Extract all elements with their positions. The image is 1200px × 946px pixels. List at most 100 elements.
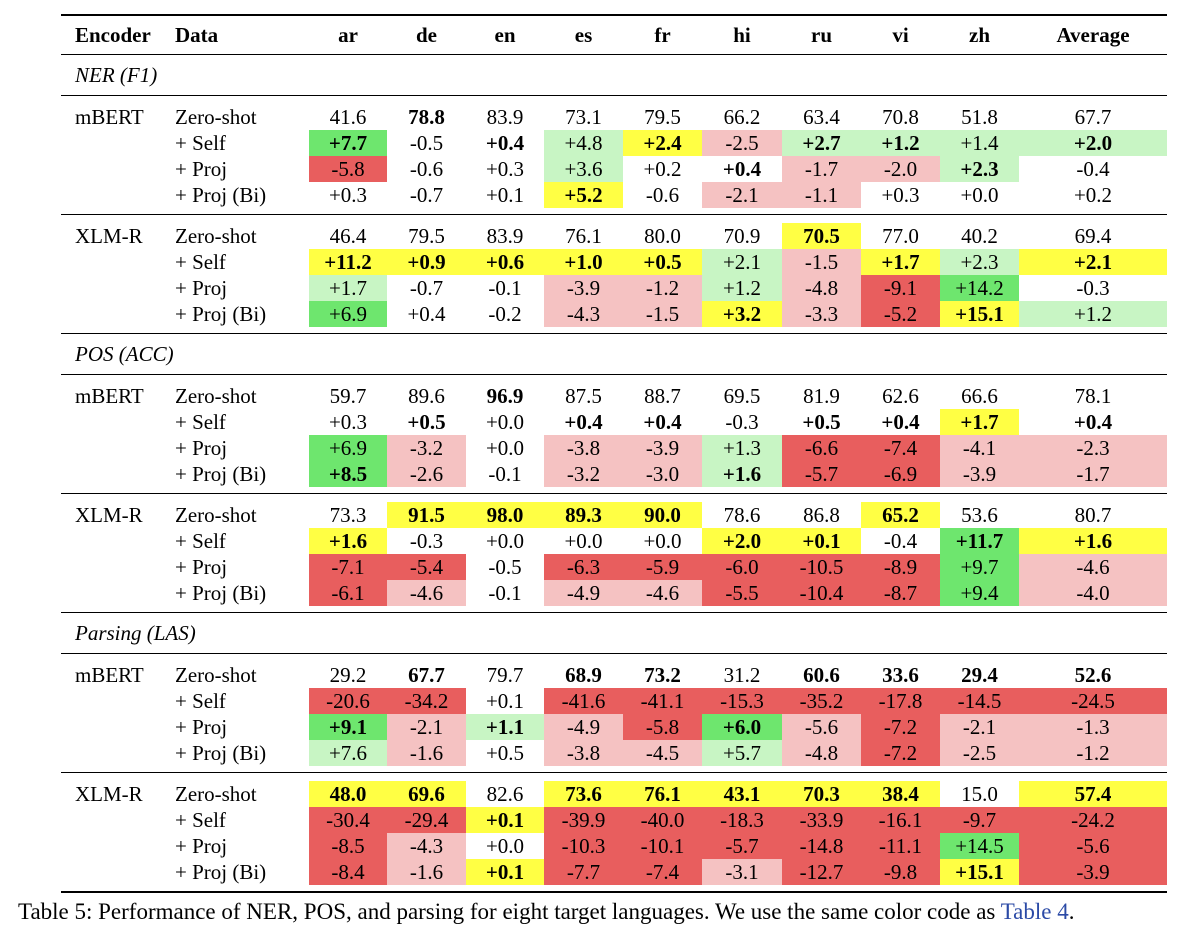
value-cell-en: 96.9 [486, 384, 524, 408]
value-cell-average: -24.2 [1019, 807, 1167, 833]
value-cell-en: +0.1 [466, 807, 544, 833]
value-cell-hi: +3.2 [702, 301, 782, 327]
table-row: + Proj (Bi) +7.6 -1.6 +0.5 -3.8 -4.5 +5.7 -4.8-… [61, 740, 1167, 766]
data-cell: Zero-shot [175, 663, 257, 687]
value-cell-vi: -11.1 [861, 833, 940, 859]
value-cell-ru: -10.5 [782, 554, 861, 580]
value-cell-en: +0.0 [485, 436, 525, 460]
value-cell-ru: -10.4 [782, 580, 861, 606]
table-4-link[interactable]: Table 4 [1000, 899, 1069, 924]
col-header-en: en [466, 14, 544, 55]
value-cell-fr: +0.5 [623, 249, 702, 275]
spacer-cell [61, 487, 1167, 494]
value-cell-hi: +6.0 [702, 714, 782, 740]
value-cell-vi: 33.6 [882, 663, 919, 687]
value-cell-ru: -6.6 [782, 435, 861, 461]
value-cell-ar: -8.4 [309, 859, 387, 885]
encoder-cell [61, 528, 175, 554]
value-cell-fr: -3.9 [623, 435, 702, 461]
value-cell-hi: +0.4 [722, 157, 762, 181]
value-cell-vi: -0.4 [883, 529, 918, 553]
group-spacer [61, 375, 1167, 384]
table-row: + Proj -7.1 -5.4 -0.5 -6.3 -5.9 -6.0 -10.5 -8.9 +… [61, 554, 1167, 580]
value-cell-hi: 31.2 [723, 663, 761, 687]
value-cell-ar: 59.7 [329, 384, 367, 408]
value-cell-hi: +2.0 [702, 528, 782, 554]
encoder-cell: mBERT [75, 663, 144, 687]
section-header-row: POS (ACC) [61, 333, 1167, 375]
value-cell-ru: -4.8 [782, 740, 861, 766]
value-cell-hi: -15.3 [702, 688, 782, 714]
group-end-rule [61, 208, 1167, 215]
value-cell-average: +1.2 [1019, 301, 1167, 327]
encoder-cell [61, 461, 175, 487]
group-end-rule [61, 885, 1167, 893]
value-cell-ar: -8.5 [309, 833, 387, 859]
header-row: Encoder Data ar de en es fr hi ru vi zh … [61, 14, 1167, 55]
value-cell-hi: +1.6 [702, 461, 782, 487]
table-row: + Proj +6.9 -3.2 +0.0 -3.8 -3.9 +1.3 -6.6 -7.4 -4… [61, 435, 1167, 461]
col-header-zh: zh [940, 14, 1019, 55]
value-cell-fr: 73.2 [644, 663, 681, 687]
value-cell-fr: -4.6 [623, 580, 702, 606]
value-cell-de: -34.2 [387, 688, 466, 714]
value-cell-ar: +7.6 [309, 740, 387, 766]
group-end-rule [61, 766, 1167, 773]
value-cell-es: 68.9 [565, 663, 602, 687]
value-cell-hi: -5.5 [702, 580, 782, 606]
value-cell-ru: -5.6 [782, 714, 861, 740]
table-row: + Self +0.3 +0.5 +0.0 +0.4 +0.4 -0.3 +0.5 +0.4 +1… [61, 409, 1167, 435]
value-cell-fr: -3.0 [623, 461, 702, 487]
section-title: POS (ACC) [61, 333, 1167, 375]
encoder-cell [61, 275, 175, 301]
table-row: + Proj +1.7 -0.7 -0.1 -3.9 -1.2 +1.2 -4.8 -9.1 +1… [61, 275, 1167, 301]
value-cell-vi: 62.6 [882, 384, 919, 408]
value-cell-fr: -41.1 [623, 688, 702, 714]
table-row: XLM-R Zero-shot 48.0 69.6 82.6 73.6 76.1 43.1 70… [61, 781, 1167, 807]
value-cell-vi: -2.0 [861, 156, 940, 182]
section-title: NER (F1) [61, 54, 1167, 96]
value-cell-fr: -7.4 [623, 859, 702, 885]
table-row: mBERT Zero-shot 29.2 67.7 79.7 68.9 73.2 31.2 60… [61, 662, 1167, 688]
table-row: mBERT Zero-shot 41.6 78.8 83.9 73.1 79.5 66.2 63… [61, 104, 1167, 130]
value-cell-hi: +1.2 [702, 275, 782, 301]
col-header-data: Data [175, 14, 309, 55]
value-cell-average: 80.7 [1074, 503, 1112, 527]
group-spacer [61, 773, 1167, 782]
value-cell-de: -0.6 [409, 157, 444, 181]
value-cell-ar: -30.4 [309, 807, 387, 833]
value-cell-fr: -1.5 [623, 301, 702, 327]
data-cell: Zero-shot [175, 105, 257, 129]
data-cell: + Proj [175, 436, 228, 460]
value-cell-ar: +1.7 [309, 275, 387, 301]
value-cell-fr: -5.8 [623, 714, 702, 740]
data-cell: + Proj (Bi) [175, 860, 267, 884]
value-cell-de: +0.5 [407, 410, 446, 434]
value-cell-en: +0.1 [485, 183, 525, 207]
value-cell-hi: -2.5 [702, 130, 782, 156]
encoder-cell [61, 833, 175, 859]
table-row: + Self +11.2 +0.9 +0.6 +1.0 +0.5 +2.1 -1.5 +1.7 +… [61, 249, 1167, 275]
value-cell-ru: -5.7 [782, 461, 861, 487]
table-row: + Self -20.6 -34.2 +0.1 -41.6 -41.1 -15.3 -35.2… [61, 688, 1167, 714]
value-cell-fr: -1.2 [623, 275, 702, 301]
value-cell-average: -1.3 [1019, 714, 1167, 740]
value-cell-en: +0.1 [466, 859, 544, 885]
table-row: mBERT Zero-shot 59.7 89.6 96.9 87.5 88.7 69.5 81… [61, 383, 1167, 409]
value-cell-ar: +1.6 [309, 528, 387, 554]
value-cell-es: +0.0 [564, 529, 603, 553]
value-cell-ru: +0.5 [802, 410, 841, 434]
value-cell-average: 57.4 [1019, 781, 1167, 807]
value-cell-en: -0.2 [488, 302, 522, 326]
value-cell-zh: +0.0 [960, 183, 999, 207]
value-cell-es: 76.1 [565, 224, 602, 248]
value-cell-ru: 70.3 [782, 781, 861, 807]
value-cell-average: 67.7 [1074, 105, 1112, 129]
value-cell-hi: +1.3 [702, 435, 782, 461]
value-cell-de: +0.4 [407, 302, 446, 326]
value-cell-ru: -1.1 [782, 182, 861, 208]
value-cell-vi: 77.0 [882, 224, 919, 248]
value-cell-zh: +9.7 [940, 554, 1019, 580]
value-cell-ar: -5.8 [309, 156, 387, 182]
value-cell-es: 73.1 [565, 105, 602, 129]
